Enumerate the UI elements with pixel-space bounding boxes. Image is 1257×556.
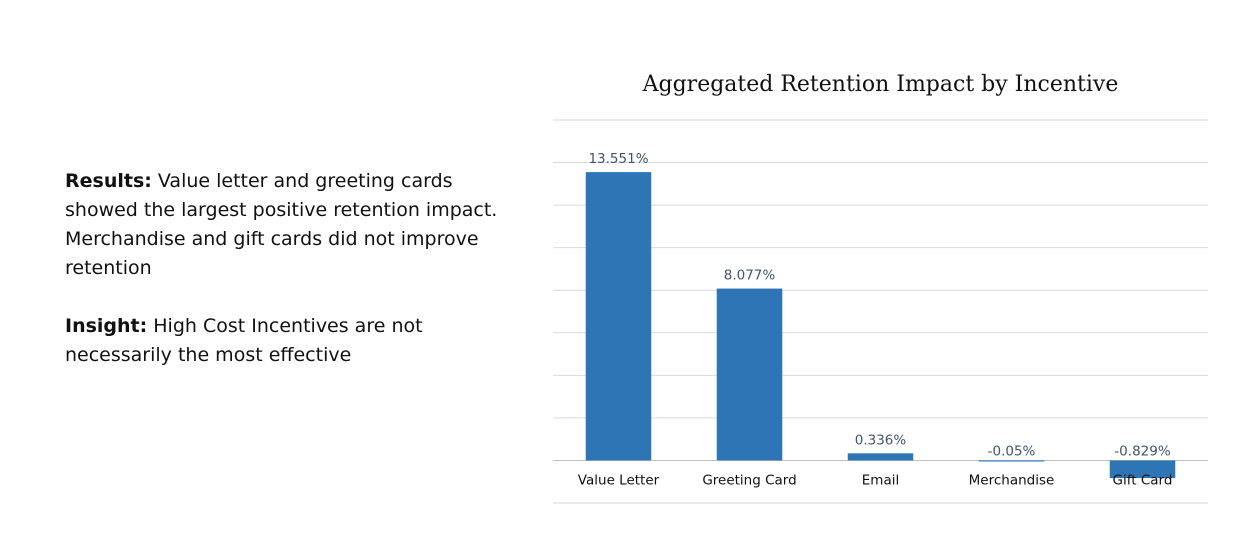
bars [585, 172, 1176, 479]
bar-merchandise [978, 460, 1045, 462]
bar-email [847, 453, 914, 461]
category-label: Email [862, 472, 899, 488]
insight-label: Insight: [65, 315, 148, 337]
data-label: 13.551% [588, 151, 648, 167]
text-panel: Results: Value letter and greeting cards… [65, 167, 515, 399]
category-label: Greeting Card [702, 472, 796, 488]
gridlines [553, 119, 1208, 504]
bar-value-letter [585, 172, 652, 461]
insight-text: High Cost Incentives are not necessarily… [65, 315, 423, 366]
bar-gift-card [1109, 460, 1176, 479]
results-text: Value letter and greeting cards showed t… [65, 170, 498, 279]
data-label: -0.829% [1114, 443, 1171, 459]
category-labels: Value Letter Greeting Card Email Merchandis… [578, 472, 1173, 488]
results-paragraph: Results: Value letter and greeting cards… [65, 167, 515, 283]
results-label: Results: [65, 170, 152, 192]
data-label: 0.336% [855, 432, 907, 448]
chart-title: Aggregated Retention Impact by Incentive [642, 72, 1119, 97]
insight-paragraph: Insight: High Cost Incentives are not ne… [65, 312, 515, 370]
data-label: 8.077% [724, 268, 776, 284]
category-label: Gift Card [1113, 472, 1173, 488]
bar-greeting-card [716, 288, 783, 461]
category-label: Merchandise [969, 472, 1055, 488]
data-label: -0.05% [988, 443, 1036, 459]
data-labels: 13.551% 8.077% 0.336% -0.05% -0.829% [588, 151, 1170, 459]
category-label: Value Letter [578, 472, 660, 488]
